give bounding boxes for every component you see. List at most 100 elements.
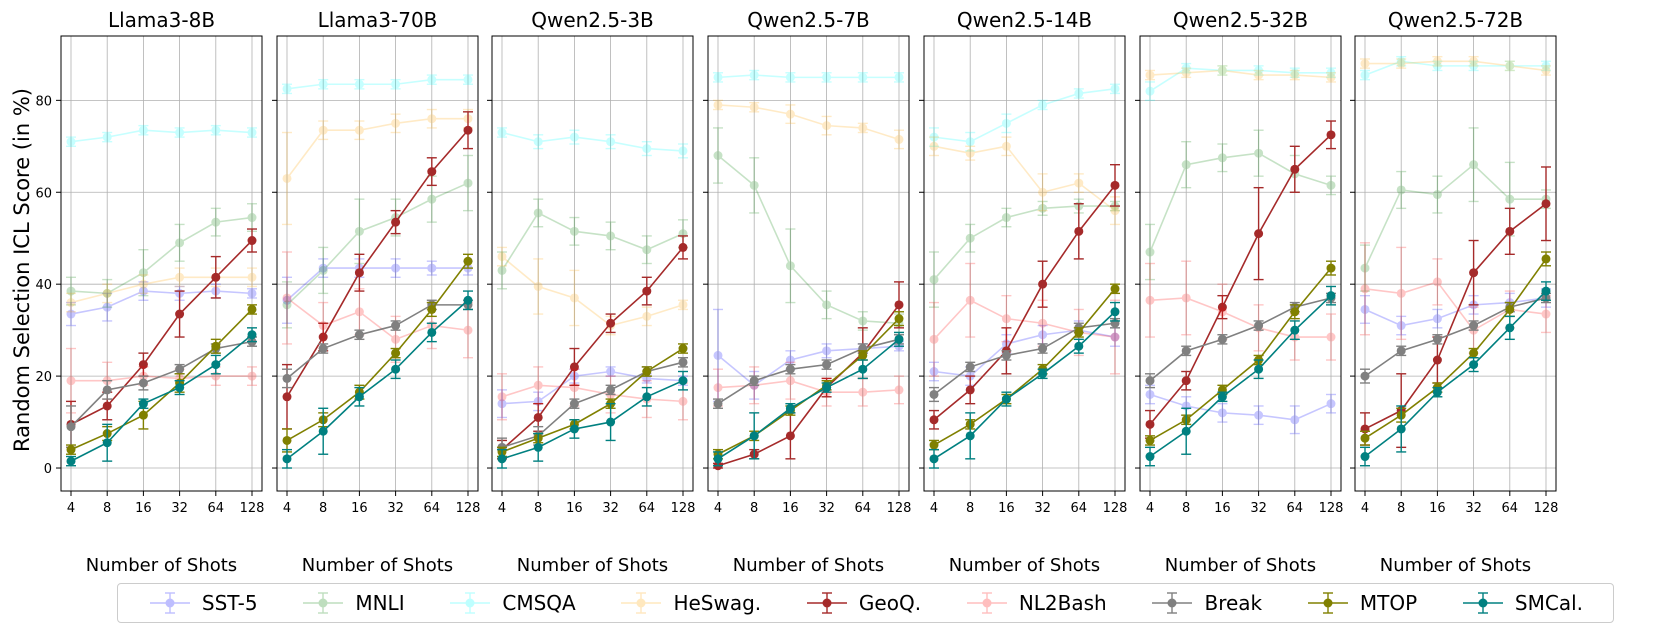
- data-point: [1181, 68, 1191, 78]
- y-tick-label: 80: [35, 94, 52, 109]
- series-line-geoq: [933, 184, 1116, 421]
- series-line-break: [286, 304, 468, 380]
- legend-item-smcal: SMCal.: [1461, 591, 1583, 615]
- data-point: [354, 79, 364, 89]
- data-point: [1254, 65, 1264, 75]
- x-tick-label: 128: [456, 501, 481, 516]
- data-point: [894, 134, 904, 144]
- data-point: [894, 72, 904, 82]
- data-point: [102, 401, 112, 411]
- data-point: [1217, 392, 1227, 402]
- plot-frame: [491, 35, 694, 492]
- data-point: [391, 348, 401, 358]
- legend-label-cmsqa: CMSQA: [502, 591, 576, 615]
- y-tick-label: 40: [35, 278, 52, 293]
- y-axis-label: Random Selection ICL Score (in %): [10, 88, 34, 452]
- series-smcal: [1145, 285, 1336, 467]
- y-tick-label: 60: [35, 186, 52, 201]
- data-point: [785, 109, 795, 119]
- data-point: [354, 307, 364, 317]
- data-point: [138, 279, 148, 289]
- legend-marker-group: [1307, 592, 1348, 614]
- data-point: [569, 362, 579, 372]
- data-point: [1432, 314, 1442, 324]
- data-point: [318, 426, 328, 436]
- data-point: [1110, 206, 1120, 216]
- series-line-cmsqa: [1149, 67, 1331, 92]
- data-point: [713, 383, 723, 393]
- series-line-nl2bash: [717, 379, 900, 393]
- data-point: [1432, 61, 1442, 71]
- data-point: [463, 325, 473, 335]
- legend-item-break: Break: [1150, 591, 1262, 615]
- data-point: [1217, 153, 1227, 163]
- data-point: [1145, 295, 1155, 305]
- data-point: [749, 180, 759, 190]
- series-line-sst5: [286, 267, 468, 301]
- data-point: [463, 125, 473, 135]
- series-line-geoq: [286, 129, 469, 398]
- data-point: [354, 392, 364, 402]
- series-line-geoq: [501, 246, 684, 451]
- plot-frame: [707, 35, 910, 492]
- data-point: [1254, 364, 1264, 374]
- data-point: [1181, 160, 1191, 170]
- data-point: [138, 410, 148, 420]
- data-point: [569, 399, 579, 409]
- data-point: [138, 360, 148, 370]
- series-geoq: [1360, 166, 1551, 449]
- data-point: [1038, 344, 1048, 354]
- x-tick-label: 128: [671, 501, 696, 516]
- series-line-mtop: [1149, 267, 1332, 442]
- data-point: [569, 293, 579, 303]
- x-tick-label: 16: [1214, 501, 1231, 516]
- series-line-geoq: [1364, 203, 1547, 430]
- data-point: [965, 137, 975, 147]
- series-line-mnli: [1364, 163, 1546, 269]
- x-tick-label: 16: [135, 501, 152, 516]
- x-tick-label: 16: [998, 501, 1015, 516]
- panel-3: 4 8 16 32 64 128 Qwen2.5-3B Number of Shots: [487, 8, 695, 576]
- series-line-smcal: [286, 299, 469, 460]
- data-point: [1290, 325, 1300, 335]
- data-point: [102, 288, 112, 298]
- series-smcal: [713, 331, 904, 467]
- x-tick-label: 32: [602, 501, 619, 516]
- data-point: [1396, 59, 1406, 69]
- data-point: [822, 121, 832, 131]
- series-mnli: [1360, 127, 1551, 292]
- x-tick-label: 16: [1429, 501, 1446, 516]
- data-point: [1326, 263, 1336, 273]
- data-point: [354, 330, 364, 340]
- data-point: [1360, 304, 1370, 314]
- data-point: [427, 114, 437, 124]
- data-point: [1326, 291, 1336, 301]
- data-point: [1396, 321, 1406, 331]
- data-point: [1254, 229, 1264, 239]
- data-point: [1217, 307, 1227, 317]
- series-heswag: [497, 246, 688, 336]
- series-line-cmsqa: [501, 131, 684, 152]
- data-point: [929, 367, 939, 377]
- x-tick-label: 8: [1182, 501, 1190, 516]
- legend-label-mtop: MTOP: [1359, 591, 1418, 615]
- plot-frame: [60, 35, 263, 492]
- series-mtop: [66, 304, 257, 455]
- data-point: [282, 293, 292, 303]
- x-tick-label: 32: [818, 501, 835, 516]
- data-point: [533, 208, 543, 218]
- series-line-mnli: [286, 182, 469, 306]
- data-point: [102, 385, 112, 395]
- data-point: [318, 332, 328, 342]
- series-heswag: [1360, 55, 1551, 76]
- series-line-heswag: [286, 117, 468, 179]
- data-point: [1432, 387, 1442, 397]
- data-point: [929, 132, 939, 142]
- data-point: [211, 341, 221, 351]
- x-tick-label: 128: [1534, 501, 1559, 516]
- data-point: [497, 265, 507, 275]
- data-point: [497, 252, 507, 262]
- data-point: [66, 422, 76, 432]
- series-line-heswag: [717, 104, 900, 141]
- series-mnli: [713, 127, 904, 334]
